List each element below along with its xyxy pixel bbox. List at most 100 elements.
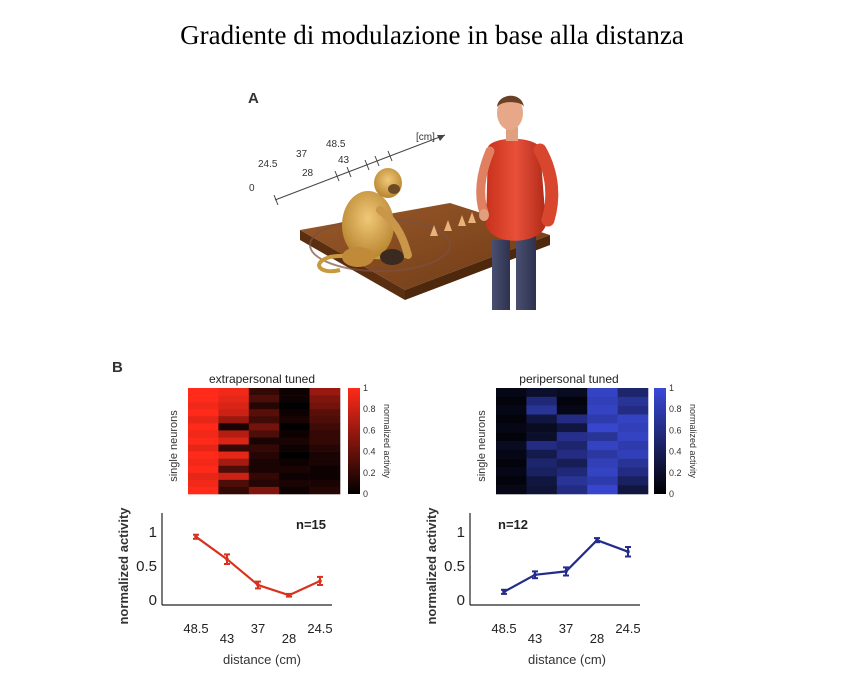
- line-chart-peripersonal: 0 0.5 1 48.5 43 37 28 24.5: [444, 513, 641, 646]
- heatmap-cell: [309, 402, 341, 410]
- heatmap-title: peripersonal tuned: [519, 372, 618, 386]
- heatmap-cell: [279, 423, 310, 431]
- ruler-tick-label: 24.5: [258, 159, 278, 170]
- line-chart-extrapersonal: 0 0.5 1 48.5 43 37 28 24.5: [136, 513, 333, 646]
- heatmap-cell: [496, 467, 527, 477]
- heatmap-cell: [248, 388, 280, 396]
- heatmap-cell: [218, 409, 250, 417]
- page-title: Gradiente di modulazione in base alla di…: [180, 20, 684, 50]
- heatmap-cell: [617, 432, 649, 442]
- heatmap-cell: [309, 458, 341, 467]
- heatmap-cell: [218, 451, 250, 459]
- heatmap-title: extrapersonal tuned: [209, 372, 315, 386]
- heatmap-cell: [587, 467, 618, 477]
- data-point: [287, 593, 291, 597]
- heatmap-cell: [587, 441, 618, 451]
- heatmap-cell: [309, 395, 341, 403]
- person-figure: [476, 95, 559, 310]
- heatmap-cell: [188, 472, 219, 481]
- heatmap-cell: [587, 405, 618, 415]
- ruler-tick-label: 28: [302, 168, 314, 179]
- colorbar-tick-label: 0.6: [363, 425, 376, 435]
- heatmap-cell: [496, 476, 527, 486]
- heatmap-cell: [248, 430, 280, 438]
- heatmap-cell: [188, 409, 219, 417]
- heatmap-cell: [279, 451, 310, 459]
- colorbar-tick-label: 0.8: [669, 404, 682, 414]
- ruler-tick-label: 48.5: [326, 139, 346, 150]
- heatmap-cell: [496, 485, 527, 495]
- data-point: [256, 583, 260, 587]
- heatmap-cell: [218, 416, 250, 424]
- x-tick-label: 48.5: [491, 621, 516, 636]
- heatmap-extrapersonal: [188, 388, 341, 495]
- heatmap-cell: [309, 423, 341, 431]
- heatmap-cell: [587, 476, 618, 486]
- heatmap-cell: [248, 416, 280, 424]
- heatmap-cell: [617, 441, 649, 451]
- colorbar-label: normalized activity: [688, 404, 698, 479]
- heatmap-cell: [556, 441, 588, 451]
- heatmap-cell: [188, 395, 219, 403]
- heatmap-cell: [496, 449, 527, 459]
- heatmap-cell: [587, 432, 618, 442]
- x-tick-label: 28: [282, 631, 296, 646]
- experiment-scene-illustration: 0 24.5 28 37 43 48.5 [cm]: [249, 95, 559, 310]
- heatmap-cell: [587, 485, 618, 495]
- colorbar-tick-label: 1: [363, 383, 368, 393]
- heatmap-cell: [218, 395, 250, 403]
- heatmap-cell: [617, 388, 649, 398]
- heatmap-cell: [279, 409, 310, 417]
- heatmap-cell: [496, 414, 527, 424]
- heatmap-cell: [556, 388, 588, 398]
- x-tick-label: 24.5: [307, 621, 332, 636]
- heatmap-cell: [617, 396, 649, 406]
- colorbar-ticks: 0 0.2 0.4 0.6 0.8 1: [363, 383, 376, 499]
- heatmap-cell: [248, 409, 280, 417]
- colorbar-label: normalized activity: [382, 404, 392, 479]
- heatmap-cell: [248, 465, 280, 474]
- y-tick-label: 0: [149, 592, 157, 609]
- heatmap-cell: [248, 402, 280, 410]
- heatmap-cell: [279, 388, 310, 396]
- heatmap-cell: [309, 416, 341, 424]
- heatmap-cell: [188, 430, 219, 438]
- heatmap-cell: [617, 405, 649, 415]
- ruler-tick-label: 0: [249, 183, 255, 194]
- y-tick-label: 0.5: [136, 558, 157, 575]
- heatmap-cell: [496, 396, 527, 406]
- heatmap-cell: [587, 414, 618, 424]
- colorbar-tick-label: 0.8: [363, 404, 376, 414]
- heatmap-cell: [526, 388, 558, 398]
- heatmap-cell: [218, 479, 250, 488]
- heatmap-cell: [496, 441, 527, 451]
- heatmap-cell: [279, 395, 310, 403]
- heatmap-cell: [556, 432, 588, 442]
- heatmap-cell: [587, 458, 618, 468]
- heatmap-cell: [309, 437, 341, 445]
- heatmap-cell: [248, 451, 280, 459]
- heatmap-cell: [556, 467, 588, 477]
- x-tick-label: 28: [590, 631, 604, 646]
- heatmap-cell: [496, 388, 527, 398]
- chart-x-label: distance (cm): [223, 652, 301, 667]
- heatmap-cell: [309, 486, 341, 495]
- heatmap-cell: [309, 444, 341, 452]
- heatmap-cell: [617, 485, 649, 495]
- x-tick-label: 24.5: [615, 621, 640, 636]
- heatmap-cell: [279, 458, 310, 467]
- heatmap-cell: [309, 430, 341, 438]
- heatmap-cell: [556, 423, 588, 433]
- heatmap-cell: [526, 476, 558, 486]
- y-tick-label: 0.5: [444, 558, 465, 575]
- heatmap-cell: [309, 409, 341, 417]
- heatmap-cell: [526, 423, 558, 433]
- heatmap-cell: [248, 395, 280, 403]
- heatmap-cell: [556, 396, 588, 406]
- heatmap-cell: [556, 449, 588, 459]
- distance-ruler: [273, 134, 446, 206]
- heatmap-cell: [188, 388, 219, 396]
- heatmap-cell: [188, 451, 219, 459]
- heatmap-y-label: single neurons: [168, 410, 180, 482]
- heatmap-cell: [248, 472, 280, 481]
